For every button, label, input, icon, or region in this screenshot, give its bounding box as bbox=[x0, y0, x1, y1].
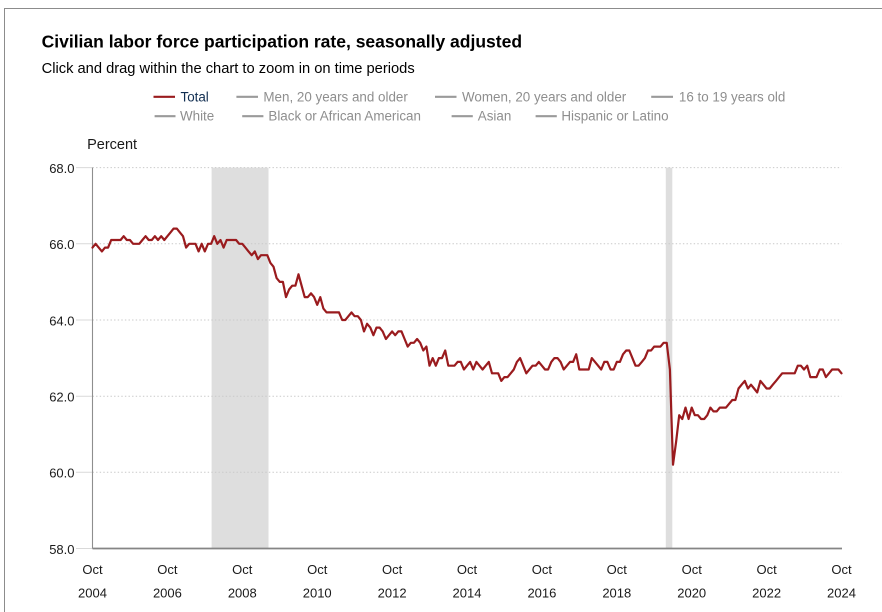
svg-text:64.0: 64.0 bbox=[49, 313, 74, 328]
svg-text:16 to 19 years old: 16 to 19 years old bbox=[679, 89, 785, 104]
svg-text:2016: 2016 bbox=[527, 586, 556, 601]
svg-text:Oct: Oct bbox=[457, 562, 478, 577]
svg-text:2010: 2010 bbox=[303, 586, 332, 601]
svg-text:2014: 2014 bbox=[453, 586, 482, 601]
svg-text:62.0: 62.0 bbox=[49, 390, 74, 405]
svg-text:Oct: Oct bbox=[82, 562, 103, 577]
svg-text:2020: 2020 bbox=[677, 586, 706, 601]
svg-text:58.0: 58.0 bbox=[49, 542, 74, 557]
svg-text:Civilian labor force participa: Civilian labor force participation rate,… bbox=[42, 31, 522, 51]
svg-text:2012: 2012 bbox=[378, 586, 407, 601]
svg-text:Oct: Oct bbox=[307, 562, 328, 577]
svg-text:Black or African American: Black or African American bbox=[268, 109, 421, 124]
svg-text:Oct: Oct bbox=[831, 562, 852, 577]
svg-text:2024: 2024 bbox=[827, 586, 856, 601]
svg-text:Hispanic or Latino: Hispanic or Latino bbox=[561, 109, 668, 124]
svg-text:Oct: Oct bbox=[682, 562, 703, 577]
svg-text:Oct: Oct bbox=[607, 562, 628, 577]
svg-text:Oct: Oct bbox=[382, 562, 403, 577]
svg-text:2018: 2018 bbox=[602, 586, 631, 601]
svg-text:60.0: 60.0 bbox=[49, 466, 74, 481]
svg-text:68.0: 68.0 bbox=[49, 161, 74, 176]
svg-text:2022: 2022 bbox=[752, 586, 781, 601]
svg-text:Total: Total bbox=[181, 89, 209, 104]
svg-text:2008: 2008 bbox=[228, 586, 257, 601]
svg-text:Oct: Oct bbox=[532, 562, 553, 577]
svg-text:Oct: Oct bbox=[157, 562, 178, 577]
svg-text:2006: 2006 bbox=[153, 586, 182, 601]
svg-text:Men, 20 years and older: Men, 20 years and older bbox=[263, 89, 408, 104]
svg-text:Women, 20 years and older: Women, 20 years and older bbox=[462, 89, 627, 104]
svg-text:Asian: Asian bbox=[478, 109, 512, 124]
svg-text:Oct: Oct bbox=[232, 562, 253, 577]
svg-text:Oct: Oct bbox=[756, 562, 777, 577]
svg-text:White: White bbox=[180, 109, 214, 124]
svg-text:66.0: 66.0 bbox=[49, 237, 74, 252]
svg-text:2004: 2004 bbox=[78, 586, 107, 601]
svg-text:Percent: Percent bbox=[87, 137, 137, 153]
svg-text:Click and drag within the char: Click and drag within the chart to zoom … bbox=[42, 61, 415, 77]
